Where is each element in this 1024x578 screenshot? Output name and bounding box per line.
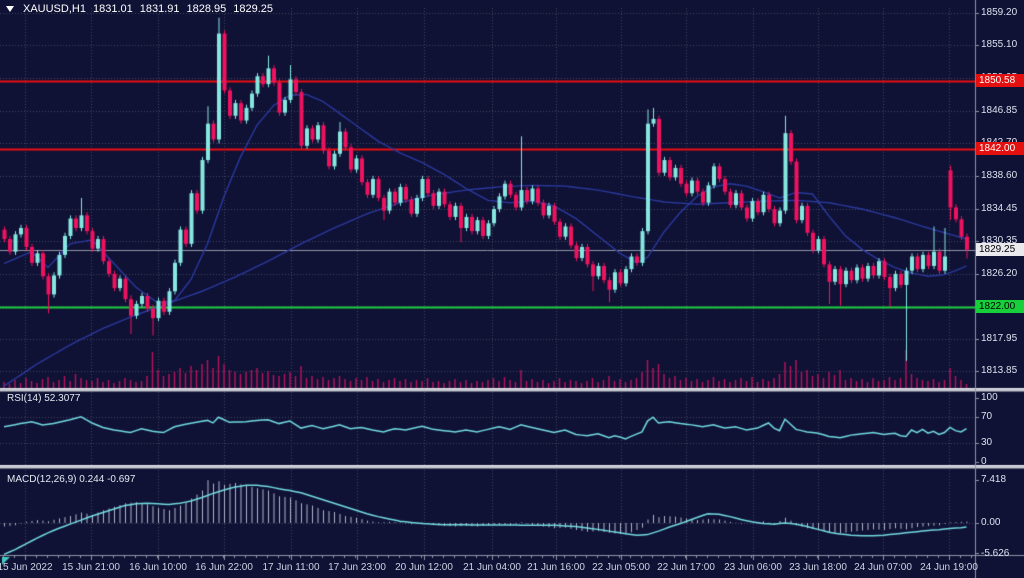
trading-chart-window: XAUUSD,H1 1831.01 1831.91 1828.95 1829.2… — [0, 0, 1024, 578]
chart-canvas[interactable] — [0, 0, 1024, 578]
